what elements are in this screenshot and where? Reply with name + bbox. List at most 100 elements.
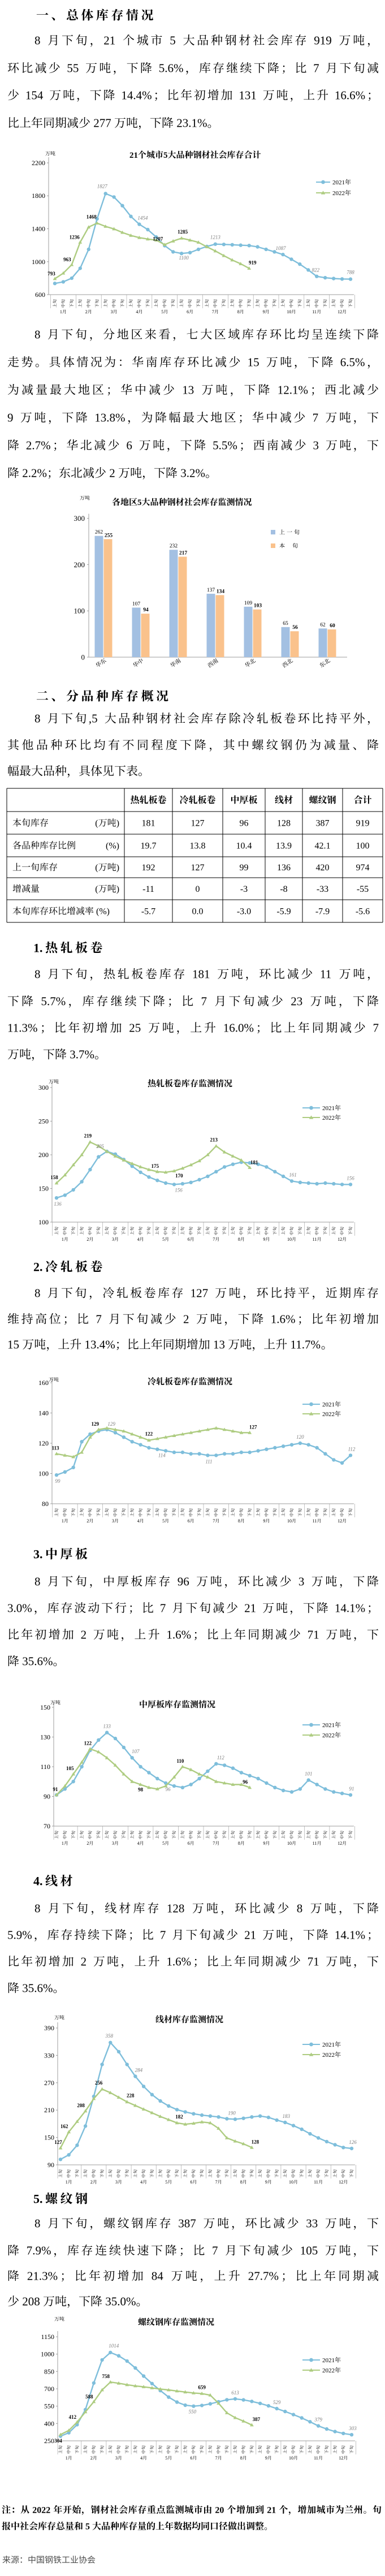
svg-text:1: 1	[62, 1518, 64, 1524]
svg-text:112: 112	[348, 1446, 356, 1452]
svg-text:2021: 2021	[322, 1722, 335, 1729]
svg-text:6: 6	[188, 1841, 190, 1846]
svg-text:8: 8	[240, 2180, 243, 2185]
svg-text:2.7%: 2.7%	[26, 439, 51, 452]
svg-text:3: 3	[313, 439, 319, 452]
svg-text:2022: 2022	[322, 1411, 335, 1418]
svg-text:8: 8	[34, 968, 41, 981]
svg-text:2: 2	[90, 2180, 93, 2185]
svg-text:4: 4	[137, 1237, 140, 1242]
svg-text:5: 5	[165, 2180, 167, 2185]
svg-text:5: 5	[161, 309, 163, 314]
svg-text:127: 127	[249, 1424, 257, 1430]
svg-text:8: 8	[238, 1841, 240, 1846]
svg-text:2: 2	[85, 309, 88, 314]
svg-text:300: 300	[38, 1084, 49, 1091]
svg-text:15: 15	[248, 356, 259, 369]
svg-text:25: 25	[129, 1021, 141, 1035]
svg-text:974: 974	[356, 863, 370, 873]
svg-text:2021: 2021	[332, 179, 345, 186]
svg-text:7: 7	[213, 1518, 215, 1524]
svg-text:390: 390	[44, 2024, 54, 2032]
svg-text:128: 128	[277, 819, 291, 829]
svg-text:5.7%: 5.7%	[41, 995, 66, 1008]
svg-text:3: 3	[111, 309, 113, 314]
svg-text:183: 183	[283, 2113, 291, 2119]
svg-text:8: 8	[240, 2456, 243, 2461]
svg-text:788: 788	[347, 270, 354, 275]
svg-text:379: 379	[314, 2417, 322, 2423]
svg-text:2021: 2021	[322, 2042, 335, 2048]
svg-text:105: 105	[300, 2244, 318, 2258]
svg-text:111: 111	[205, 1459, 212, 1464]
svg-text:2200: 2200	[32, 159, 45, 167]
svg-text:55: 55	[67, 62, 79, 75]
svg-text:160: 160	[38, 1379, 49, 1387]
svg-text:0.0: 0.0	[192, 907, 204, 917]
svg-text:3.7%: 3.7%	[70, 1048, 94, 1062]
svg-text:1: 1	[62, 1841, 64, 1846]
svg-text:65: 65	[283, 621, 288, 627]
svg-text:3: 3	[299, 1575, 305, 1589]
svg-text:96: 96	[243, 1779, 248, 1785]
svg-text:613: 613	[231, 2390, 239, 2396]
svg-text:213: 213	[210, 1137, 218, 1143]
svg-text:127: 127	[191, 819, 205, 829]
svg-text:659: 659	[198, 2384, 206, 2390]
svg-text:21: 21	[129, 151, 138, 160]
svg-text:1207: 1207	[153, 236, 163, 242]
svg-text:529: 529	[273, 2400, 281, 2405]
svg-text:112: 112	[217, 1755, 224, 1761]
svg-text:11.3%: 11.3%	[7, 1021, 37, 1035]
svg-text:-3: -3	[240, 884, 248, 894]
svg-text:11: 11	[313, 1841, 317, 1846]
svg-text:8: 8	[34, 34, 41, 48]
svg-text:33: 33	[306, 2217, 318, 2230]
svg-text:126: 126	[349, 2139, 357, 2145]
svg-text:7: 7	[313, 411, 319, 425]
svg-text:7: 7	[212, 309, 214, 314]
svg-text:128: 128	[167, 1902, 185, 1915]
svg-text:-5.7: -5.7	[141, 907, 155, 917]
svg-text:919: 919	[356, 819, 370, 829]
svg-text:21: 21	[267, 2505, 276, 2515]
svg-text:1213: 1213	[210, 235, 221, 240]
svg-text:1.6%: 1.6%	[166, 1628, 191, 1642]
svg-text:9: 9	[263, 309, 265, 314]
svg-text:84: 84	[152, 2269, 164, 2283]
svg-text:303: 303	[348, 2426, 357, 2431]
svg-text:7: 7	[160, 1602, 166, 1615]
svg-text:12: 12	[339, 2456, 343, 2461]
svg-text:181: 181	[192, 968, 210, 981]
svg-text:8: 8	[237, 309, 240, 314]
svg-text:9: 9	[263, 1518, 265, 1524]
svg-text:758: 758	[102, 2374, 110, 2379]
svg-text:156: 156	[175, 1187, 183, 1193]
svg-text:91: 91	[349, 1786, 354, 1792]
svg-text:136: 136	[54, 1201, 62, 1207]
svg-text:13.9: 13.9	[276, 842, 292, 851]
svg-text:8: 8	[34, 1902, 41, 1915]
svg-text:200: 200	[38, 1151, 49, 1159]
svg-text:71: 71	[308, 1955, 319, 1969]
svg-text:3: 3	[112, 1518, 114, 1524]
svg-text:5: 5	[85, 2522, 90, 2531]
svg-text:262: 262	[95, 530, 103, 536]
svg-text:-5.9: -5.9	[276, 907, 291, 917]
svg-text:3.: 3.	[33, 1547, 43, 1561]
svg-text:19.7: 19.7	[141, 842, 157, 851]
svg-text:5.6%: 5.6%	[159, 62, 184, 75]
svg-text:122: 122	[84, 1741, 92, 1746]
svg-text:5: 5	[165, 2456, 167, 2461]
svg-text:11: 11	[314, 2456, 318, 2461]
svg-text:12: 12	[338, 1237, 342, 1242]
svg-text:1100: 1100	[179, 255, 189, 261]
svg-text:11: 11	[312, 309, 317, 314]
svg-text:1468: 1468	[86, 214, 97, 220]
svg-text:190: 190	[228, 2110, 236, 2116]
svg-text:133: 133	[103, 1724, 111, 1729]
svg-text:158: 158	[50, 1175, 58, 1180]
svg-text:27.7%: 27.7%	[248, 2269, 279, 2283]
svg-text:71: 71	[308, 1628, 319, 1642]
svg-text:2022: 2022	[322, 2052, 335, 2059]
